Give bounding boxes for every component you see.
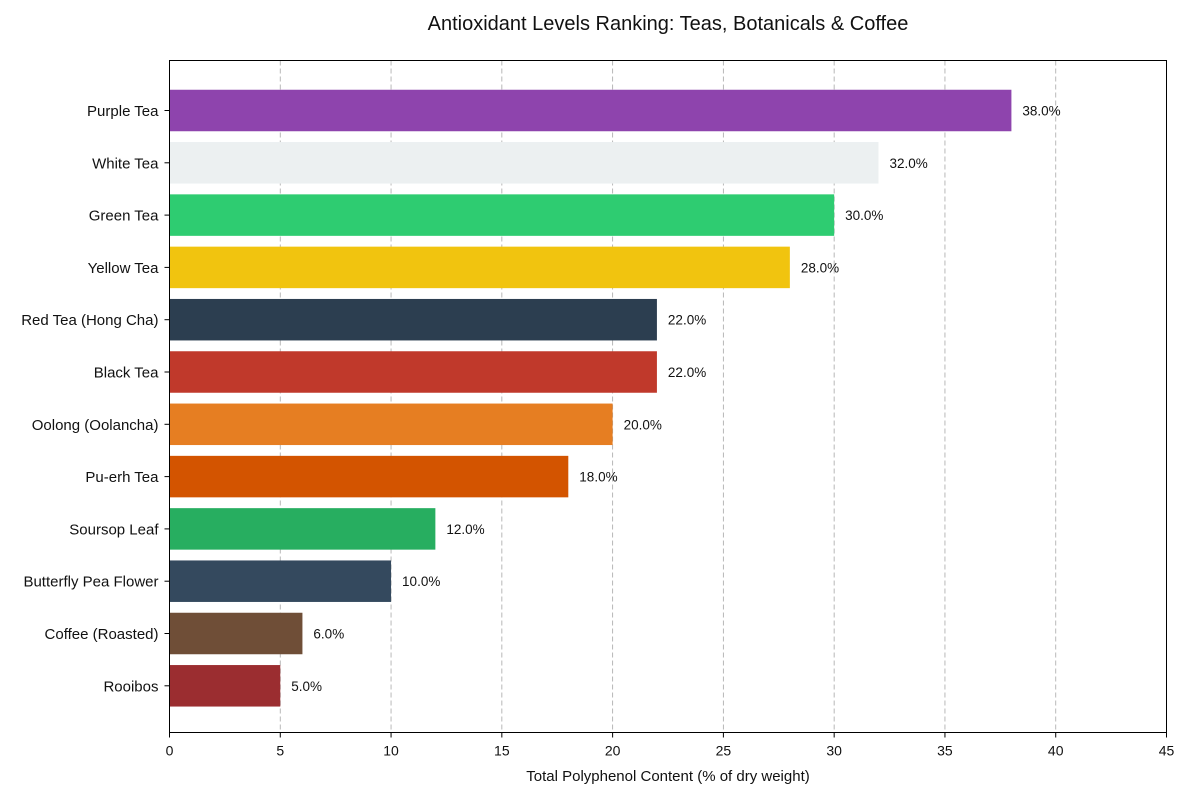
category-label: Purple Tea — [87, 103, 159, 120]
category-label: Rooibos — [103, 678, 158, 695]
bar — [169, 194, 835, 236]
plot-frame — [169, 60, 1167, 733]
category-label: Black Tea — [94, 365, 159, 382]
x-axis-ticks: 0 5 10 15 20 25 30 35 40 45 — [164, 110, 1175, 759]
x-axis-title: Total Polyphenol Content (% of dry weigh… — [526, 768, 809, 785]
bars — [169, 89, 1012, 707]
chart-title: Antioxidant Levels Ranking: Teas, Botani… — [428, 13, 909, 35]
value-label: 28.0% — [801, 260, 839, 275]
category-label: White Tea — [92, 155, 159, 172]
x-tick-label: 35 — [937, 743, 953, 759]
category-label: Pu-erh Tea — [85, 469, 159, 486]
x-tick-label: 15 — [494, 743, 510, 759]
category-label: Butterfly Pea Flower — [23, 574, 158, 591]
bar — [169, 665, 281, 707]
category-label: Soursop Leaf — [69, 521, 159, 538]
x-tick-label: 45 — [1159, 743, 1175, 759]
category-label: Oolong (Oolancha) — [32, 417, 159, 434]
category-label: Green Tea — [89, 208, 159, 225]
bar — [169, 560, 392, 602]
x-tick-label: 20 — [605, 743, 621, 759]
x-tick-label: 5 — [276, 743, 284, 759]
value-label: 38.0% — [1022, 104, 1060, 119]
category-label: Red Tea (Hong Cha) — [21, 312, 158, 329]
value-label: 22.0% — [668, 365, 706, 380]
value-label: 6.0% — [313, 627, 344, 642]
category-labels: Purple Tea White Tea Green Tea Yellow Tea Re… — [21, 103, 159, 695]
x-tick-label: 10 — [383, 743, 399, 759]
value-label: 20.0% — [624, 417, 662, 432]
bar — [169, 455, 569, 498]
value-label: 10.0% — [402, 574, 440, 589]
bar — [169, 246, 790, 289]
bar — [169, 298, 657, 341]
value-label: 12.0% — [446, 522, 484, 537]
bar — [169, 403, 613, 446]
value-label: 22.0% — [668, 313, 706, 328]
value-label: 18.0% — [579, 470, 617, 485]
x-tick-label: 40 — [1048, 743, 1064, 759]
value-label: 5.0% — [291, 679, 322, 694]
value-label: 30.0% — [845, 208, 883, 223]
category-label: Coffee (Roasted) — [45, 626, 159, 643]
category-label: Yellow Tea — [88, 260, 160, 277]
x-tick-label: 25 — [716, 743, 732, 759]
bar — [169, 508, 436, 550]
bar — [169, 89, 1012, 132]
x-tick-label: 0 — [166, 743, 174, 759]
x-tick-label: 30 — [826, 743, 842, 759]
bar — [169, 612, 303, 655]
value-label: 32.0% — [889, 156, 927, 171]
value-labels: 38.0% 32.0% 30.0% 28.0% 22.0% 22.0% 20.0% 18.0%… — [291, 104, 1060, 694]
bar — [169, 142, 879, 184]
bar — [169, 351, 657, 393]
